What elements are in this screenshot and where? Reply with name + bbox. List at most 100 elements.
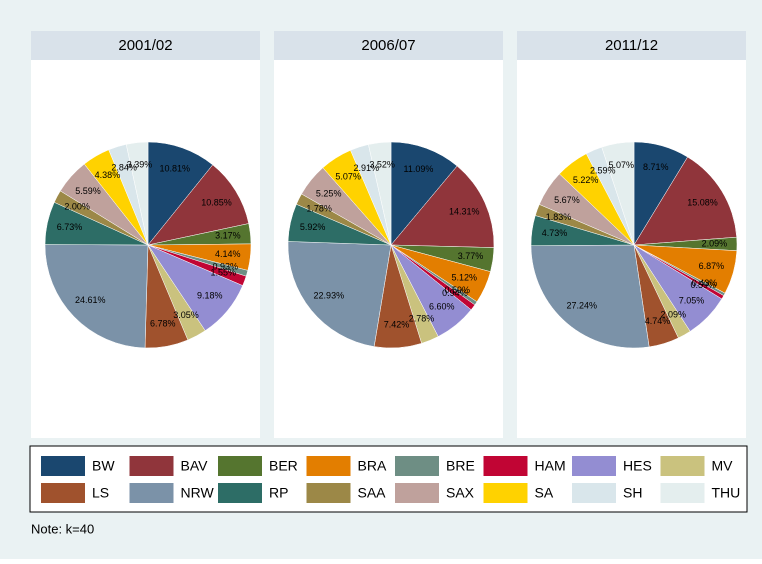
legend-label: BW xyxy=(92,458,115,474)
value-label: 15.08% xyxy=(687,197,718,207)
legend-swatch xyxy=(395,483,439,503)
value-label: 2.78% xyxy=(409,314,435,324)
legend-swatch xyxy=(572,456,616,476)
legend-label: SA xyxy=(535,485,554,501)
value-label: 3.52% xyxy=(369,160,395,170)
value-label: 2.00% xyxy=(64,202,90,212)
panel-header xyxy=(31,31,260,60)
value-label: 2.59% xyxy=(590,165,616,175)
value-label: 4.74% xyxy=(645,316,671,326)
legend-label: NRW xyxy=(181,485,215,501)
value-label: 27.24% xyxy=(566,300,597,310)
legend-swatch xyxy=(129,483,174,503)
legend-swatch xyxy=(41,456,85,476)
value-label: 1.55% xyxy=(211,267,237,277)
panel-title: 2006/07 xyxy=(361,37,415,54)
value-label: 6.73% xyxy=(57,222,83,232)
pie-slice xyxy=(125,141,149,246)
legend-swatch xyxy=(395,456,439,476)
legend-swatch xyxy=(660,456,705,476)
panel-title: 2011/12 xyxy=(605,37,658,54)
value-label: 10.81% xyxy=(159,164,190,174)
pie-slice xyxy=(601,141,635,246)
legend-label: SH xyxy=(623,485,642,501)
legend-swatch xyxy=(218,456,262,476)
legend-swatch xyxy=(483,483,528,503)
value-label: 5.22% xyxy=(573,175,599,185)
note: Note: k=40 xyxy=(31,521,94,536)
value-label: 2.09% xyxy=(661,309,687,319)
legend-label: BRA xyxy=(358,458,387,474)
value-label: 7.05% xyxy=(679,295,705,305)
legend-swatch xyxy=(660,483,705,503)
value-label: 2.91% xyxy=(354,163,380,173)
value-label: 4.38% xyxy=(95,170,121,180)
legend-label: LS xyxy=(92,485,109,501)
legend-label: SAA xyxy=(358,485,387,501)
legend-label: SAX xyxy=(446,485,475,501)
value-label: 4.14% xyxy=(215,249,241,259)
value-label: 5.07% xyxy=(335,171,361,181)
pie-slice xyxy=(44,244,149,349)
value-label: 3.77% xyxy=(458,251,484,261)
value-label: 2.09% xyxy=(702,239,728,249)
value-label: 5.59% xyxy=(75,186,101,196)
value-label: 5.92% xyxy=(300,222,326,232)
value-label: 5.25% xyxy=(316,189,342,199)
legend-label: RP xyxy=(269,485,288,501)
value-label: 14.31% xyxy=(449,206,480,216)
value-label: 0.93% xyxy=(212,261,238,271)
legend-label: HAM xyxy=(535,458,566,474)
value-label: 2.84% xyxy=(111,163,137,173)
legend-label: BRE xyxy=(446,458,475,474)
value-label: 8.71% xyxy=(643,162,669,172)
pie-slice xyxy=(287,241,392,347)
legend-swatch xyxy=(41,483,85,503)
pie-slice xyxy=(147,141,214,246)
legend-swatch xyxy=(306,483,351,503)
pie-slice xyxy=(390,141,458,246)
legend-label: HES xyxy=(623,458,652,474)
panel-header xyxy=(274,31,503,60)
value-label: 5.07% xyxy=(608,160,634,170)
pie-slice xyxy=(368,141,392,246)
pie-slice xyxy=(147,164,250,246)
pie-slice xyxy=(633,156,737,246)
value-label: 0.94% xyxy=(442,288,468,298)
value-label: 0.59% xyxy=(690,280,716,290)
legend-label: BER xyxy=(269,458,298,474)
pie-slice xyxy=(530,244,650,349)
value-label: 0.43% xyxy=(692,278,718,288)
legend-label: MV xyxy=(712,458,734,474)
legend-swatch xyxy=(306,456,351,476)
value-label: 6.87% xyxy=(699,261,725,271)
legend-label: THU xyxy=(712,485,741,501)
value-label: 3.17% xyxy=(215,231,241,241)
value-label: 4.73% xyxy=(542,228,568,238)
legend-swatch xyxy=(218,483,262,503)
value-label: 5.12% xyxy=(451,272,477,282)
value-label: 7.42% xyxy=(384,320,410,330)
value-label: 10.85% xyxy=(201,197,232,207)
panel-title: 2001/02 xyxy=(118,37,172,54)
value-label: 3.39% xyxy=(127,159,153,169)
value-label: 3.05% xyxy=(173,310,199,320)
value-label: 1.83% xyxy=(546,212,572,222)
legend-swatch xyxy=(129,456,174,476)
value-label: 0.59% xyxy=(444,285,470,295)
value-label: 6.60% xyxy=(429,302,455,312)
value-label: 11.09% xyxy=(403,164,433,174)
value-label: 1.78% xyxy=(306,204,332,214)
value-label: 5.67% xyxy=(554,195,580,205)
value-label: 24.61% xyxy=(75,295,106,305)
value-label: 6.78% xyxy=(150,318,176,328)
value-label: 9.18% xyxy=(197,291,223,301)
legend-label: BAV xyxy=(181,458,209,474)
panel-header xyxy=(517,31,746,60)
value-label: 22.93% xyxy=(314,290,345,300)
legend-swatch xyxy=(572,483,616,503)
legend-swatch xyxy=(483,456,528,476)
pie-slice xyxy=(390,165,495,248)
